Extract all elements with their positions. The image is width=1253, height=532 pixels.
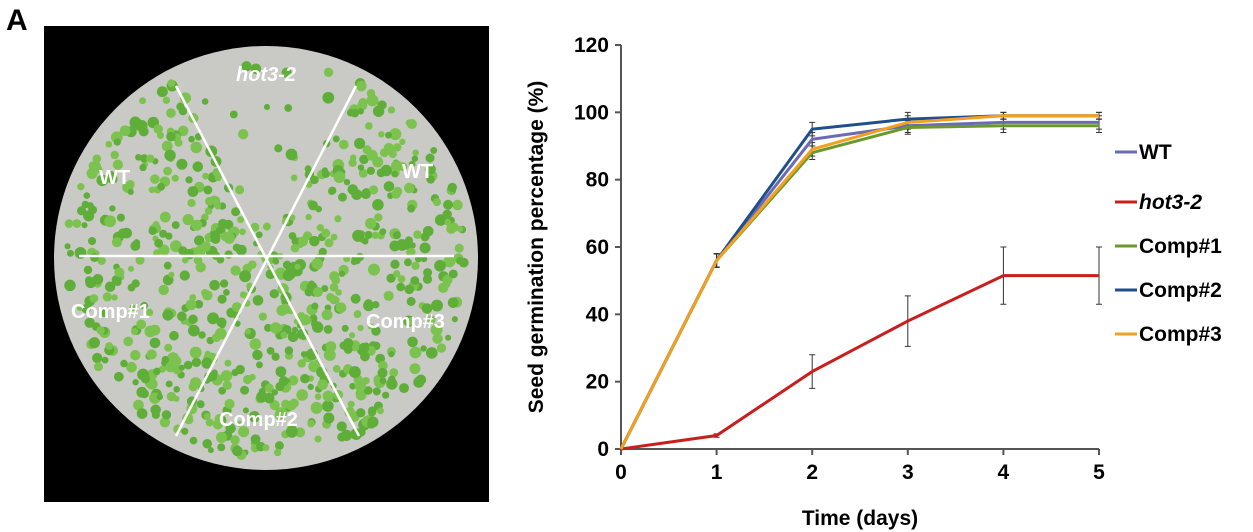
series-line-comp-2 bbox=[619, 114, 1099, 450]
x-tick-label: 2 bbox=[806, 461, 818, 484]
series-line-comp-1 bbox=[619, 124, 1099, 450]
legend-label: WT bbox=[1139, 141, 1172, 164]
y-tick-label: 40 bbox=[586, 303, 609, 326]
y-tick-label: 0 bbox=[597, 438, 609, 461]
y-axis-label: Seed germination percentage (%) bbox=[525, 81, 548, 414]
legend-label: hot3-2 bbox=[1139, 191, 1202, 214]
y-tick-label: 60 bbox=[586, 236, 609, 259]
series-line-comp-3 bbox=[619, 114, 1099, 450]
legend-label: Comp#1 bbox=[1139, 235, 1222, 258]
petri-dish-photo: hot3-2 WT WT Comp#1 Comp#2 Comp#3 bbox=[44, 26, 489, 502]
y-tick-label: 80 bbox=[586, 169, 609, 192]
y-tick-label: 20 bbox=[586, 371, 609, 394]
x-tick-label: 1 bbox=[711, 461, 723, 484]
x-axis-label: Time (days) bbox=[802, 507, 918, 530]
legend-label: Comp#3 bbox=[1139, 323, 1222, 346]
label-wt-left: WT bbox=[99, 167, 130, 189]
legend-label: Comp#2 bbox=[1139, 279, 1222, 302]
x-tick-label: 4 bbox=[998, 461, 1010, 484]
label-comp2: Comp#2 bbox=[219, 409, 298, 431]
x-tick-label: 0 bbox=[615, 461, 627, 484]
label-comp3: Comp#3 bbox=[366, 311, 445, 333]
x-tick-label: 5 bbox=[1093, 461, 1105, 484]
series-line-wt bbox=[619, 120, 1099, 450]
y-tick-label: 100 bbox=[574, 101, 609, 124]
panel-label: A bbox=[6, 4, 28, 37]
label-hot3-2: hot3-2 bbox=[236, 64, 296, 86]
germination-chart: 0 20 40 60 80 100 120 0 1 2 3 4 5 WT hot3-2 Comp#1 Comp… bbox=[525, 34, 1222, 530]
label-wt-right: WT bbox=[402, 161, 433, 183]
label-comp1: Comp#1 bbox=[71, 301, 150, 323]
y-tick-label: 120 bbox=[574, 34, 609, 57]
x-tick-label: 3 bbox=[902, 461, 914, 484]
series-line-hot3-2 bbox=[620, 274, 1099, 451]
